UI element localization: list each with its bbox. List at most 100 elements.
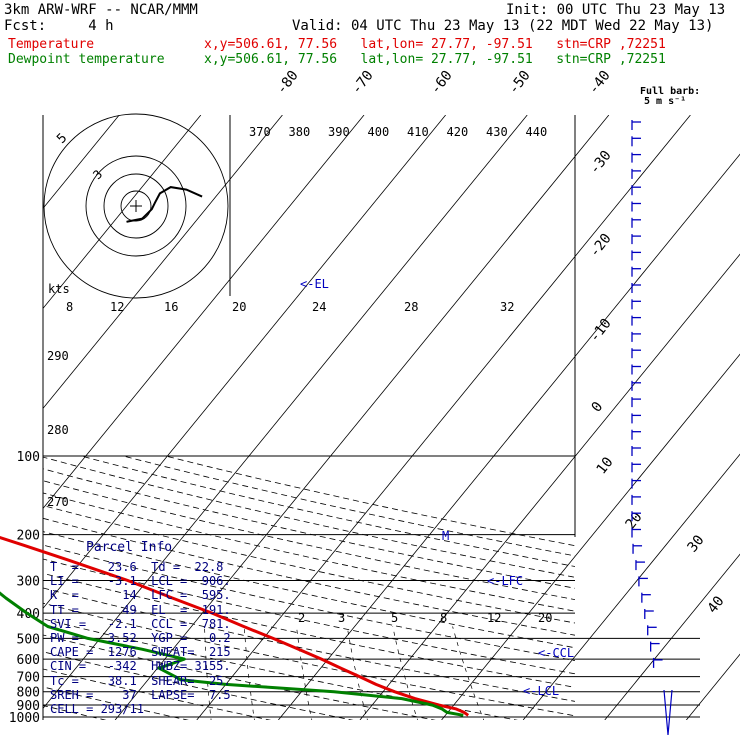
hodograph-ring-label: 3 <box>90 167 105 182</box>
theta-label: 380 <box>289 125 311 139</box>
hodograph-axis-tick: 12 <box>110 300 124 314</box>
hodograph-axis-tick: 16 <box>164 300 178 314</box>
m-label: M <box>442 529 449 543</box>
lfc-label: <-LFC <box>487 574 523 588</box>
hodograph-ring <box>103 173 169 239</box>
parcel-info-row: SREH = 37 LAPSE= 7.5 <box>50 687 231 702</box>
hodograph-axis-tick: 8 <box>66 300 73 314</box>
hodograph-axis-tick: 20 <box>232 300 246 314</box>
dry-adiabat-line <box>43 505 575 624</box>
theta-label: 440 <box>526 125 548 139</box>
isotherm-line <box>604 553 740 720</box>
hodograph-axis-tick: 24 <box>312 300 326 314</box>
isotherm-label: 30 <box>685 532 708 555</box>
ccl-label: <-CCL <box>538 646 574 660</box>
pressure-label: 300 <box>17 575 40 590</box>
dewpoint-location-info: x,y=506.61, 77.56 lat,lon= 27.77, -97.51… <box>204 52 666 67</box>
theta-label: 370 <box>249 125 271 139</box>
hodograph-kts-label: kts <box>48 282 70 296</box>
mixing-ratio-label: 2 <box>298 611 305 625</box>
hodograph-ring <box>43 113 229 299</box>
dry-adiabat-line <box>43 572 575 688</box>
isotherm-label: 0 <box>589 399 607 415</box>
dry-adiabat-line <box>43 544 575 662</box>
isotherm-label: 40 <box>705 593 728 616</box>
dry-adiabat-line <box>43 634 436 720</box>
isotherm-line <box>43 115 446 610</box>
grid-clip-group <box>43 455 575 720</box>
model-title: 3km ARW-WRF -- NCAR/MMM <box>4 2 198 18</box>
barb-legend-unit: 5 m s⁻¹ <box>644 96 686 107</box>
dry-adiabat-line <box>43 686 189 720</box>
hodograph-axis-tick: 32 <box>500 300 514 314</box>
grid-lower-group <box>0 115 740 720</box>
dry-adiabat-line <box>43 558 575 675</box>
isotherm-label: -50 <box>506 68 534 98</box>
temperature-legend: Temperature <box>8 37 95 52</box>
mixing-ratio-line <box>243 626 255 720</box>
isotherm-label: -70 <box>349 68 377 98</box>
pressure-label: 200 <box>17 529 40 544</box>
parcel-info-row: TT = 49 EL = 191. <box>50 602 231 617</box>
surface-barb <box>663 689 673 736</box>
mixing-ratio-line <box>204 626 212 720</box>
el-label: <-EL <box>300 277 329 291</box>
theta-label: 400 <box>368 125 390 139</box>
theta-label: 420 <box>447 125 469 139</box>
dry-adiabat-line <box>43 468 575 589</box>
temperature-trace <box>0 536 470 717</box>
pressure-label: 500 <box>17 632 40 647</box>
dry-adiabat-line <box>43 602 575 717</box>
mixing-ratio-label: 12 <box>487 611 501 625</box>
isotherm-line <box>0 115 38 720</box>
init-time: Init: 00 UTC Thu 23 May 13 <box>506 2 726 18</box>
pressure-label: 900 <box>17 699 40 714</box>
valid-time: Valid: 04 UTC Thu 23 May 13 (22 MDT Wed … <box>292 18 714 34</box>
theta-label-left: 270 <box>47 495 69 509</box>
isotherm-line <box>43 115 202 310</box>
parcel-info-row: Tc = 38.1 SHEAR= 25. <box>50 673 231 688</box>
theta-label-left: 290 <box>47 349 69 363</box>
isotherm-label: -60 <box>428 68 456 98</box>
lcl-label: <-LCL <box>523 684 559 698</box>
dry-adiabat-line <box>43 492 575 612</box>
hodograph-axis-tick: 28 <box>404 300 418 314</box>
mixing-ratio-line <box>452 626 485 720</box>
pressure-label: 600 <box>17 653 40 668</box>
mixing-ratio-label: 20 <box>538 611 552 625</box>
parcel-info-title: Parcel Info <box>86 540 173 555</box>
parcel-info-row: PW = 3.52 YGP = 0.2 <box>50 631 231 645</box>
pressure-label: 800 <box>17 686 40 701</box>
mixing-ratio-label: 3 <box>338 611 345 625</box>
parcel-info-row: CELL = 293/11 <box>50 702 144 716</box>
mixing-ratio-line <box>392 626 418 720</box>
dry-adiabat-line <box>43 651 354 720</box>
isotherm-label: -40 <box>586 68 614 98</box>
barb-legend-title: Full barb: <box>640 86 700 97</box>
isotherm-label: -80 <box>274 68 302 98</box>
isotherm-line <box>278 153 740 720</box>
isotherm-line <box>522 453 740 720</box>
isotherm-line <box>43 115 365 510</box>
hodograph-ring <box>85 155 187 257</box>
mixing-ratio-line <box>296 626 313 720</box>
dry-adiabat-line <box>165 455 575 547</box>
theta-label: 430 <box>486 125 508 139</box>
isotherm-label: -10 <box>587 316 615 346</box>
parcel-info-row: SVI = -2.1 CCL = 781. <box>50 616 231 631</box>
isotherm-line <box>114 115 610 720</box>
theta-label: 410 <box>407 125 429 139</box>
isotherm-line <box>359 253 740 720</box>
isotherm-line <box>441 353 740 720</box>
theta-label: 390 <box>328 125 350 139</box>
temperature-location-info: x,y=506.61, 77.56 lat,lon= 27.77, -97.51… <box>204 37 666 52</box>
parcel-info-row: LI = -3.1 LCL = 906. <box>50 574 231 589</box>
parcel-info-row: K = 14 LFC = 595. <box>50 588 231 603</box>
isotherm-line <box>196 115 691 720</box>
forecast-hour: Fcst: 4 h <box>4 18 114 34</box>
parcel-info-row: CIN = -342 HWBZ= 3155. <box>50 659 231 674</box>
isotherm-label: -30 <box>587 148 615 178</box>
mixing-ratio-line <box>346 626 368 720</box>
isotherm-label: -20 <box>587 231 615 261</box>
